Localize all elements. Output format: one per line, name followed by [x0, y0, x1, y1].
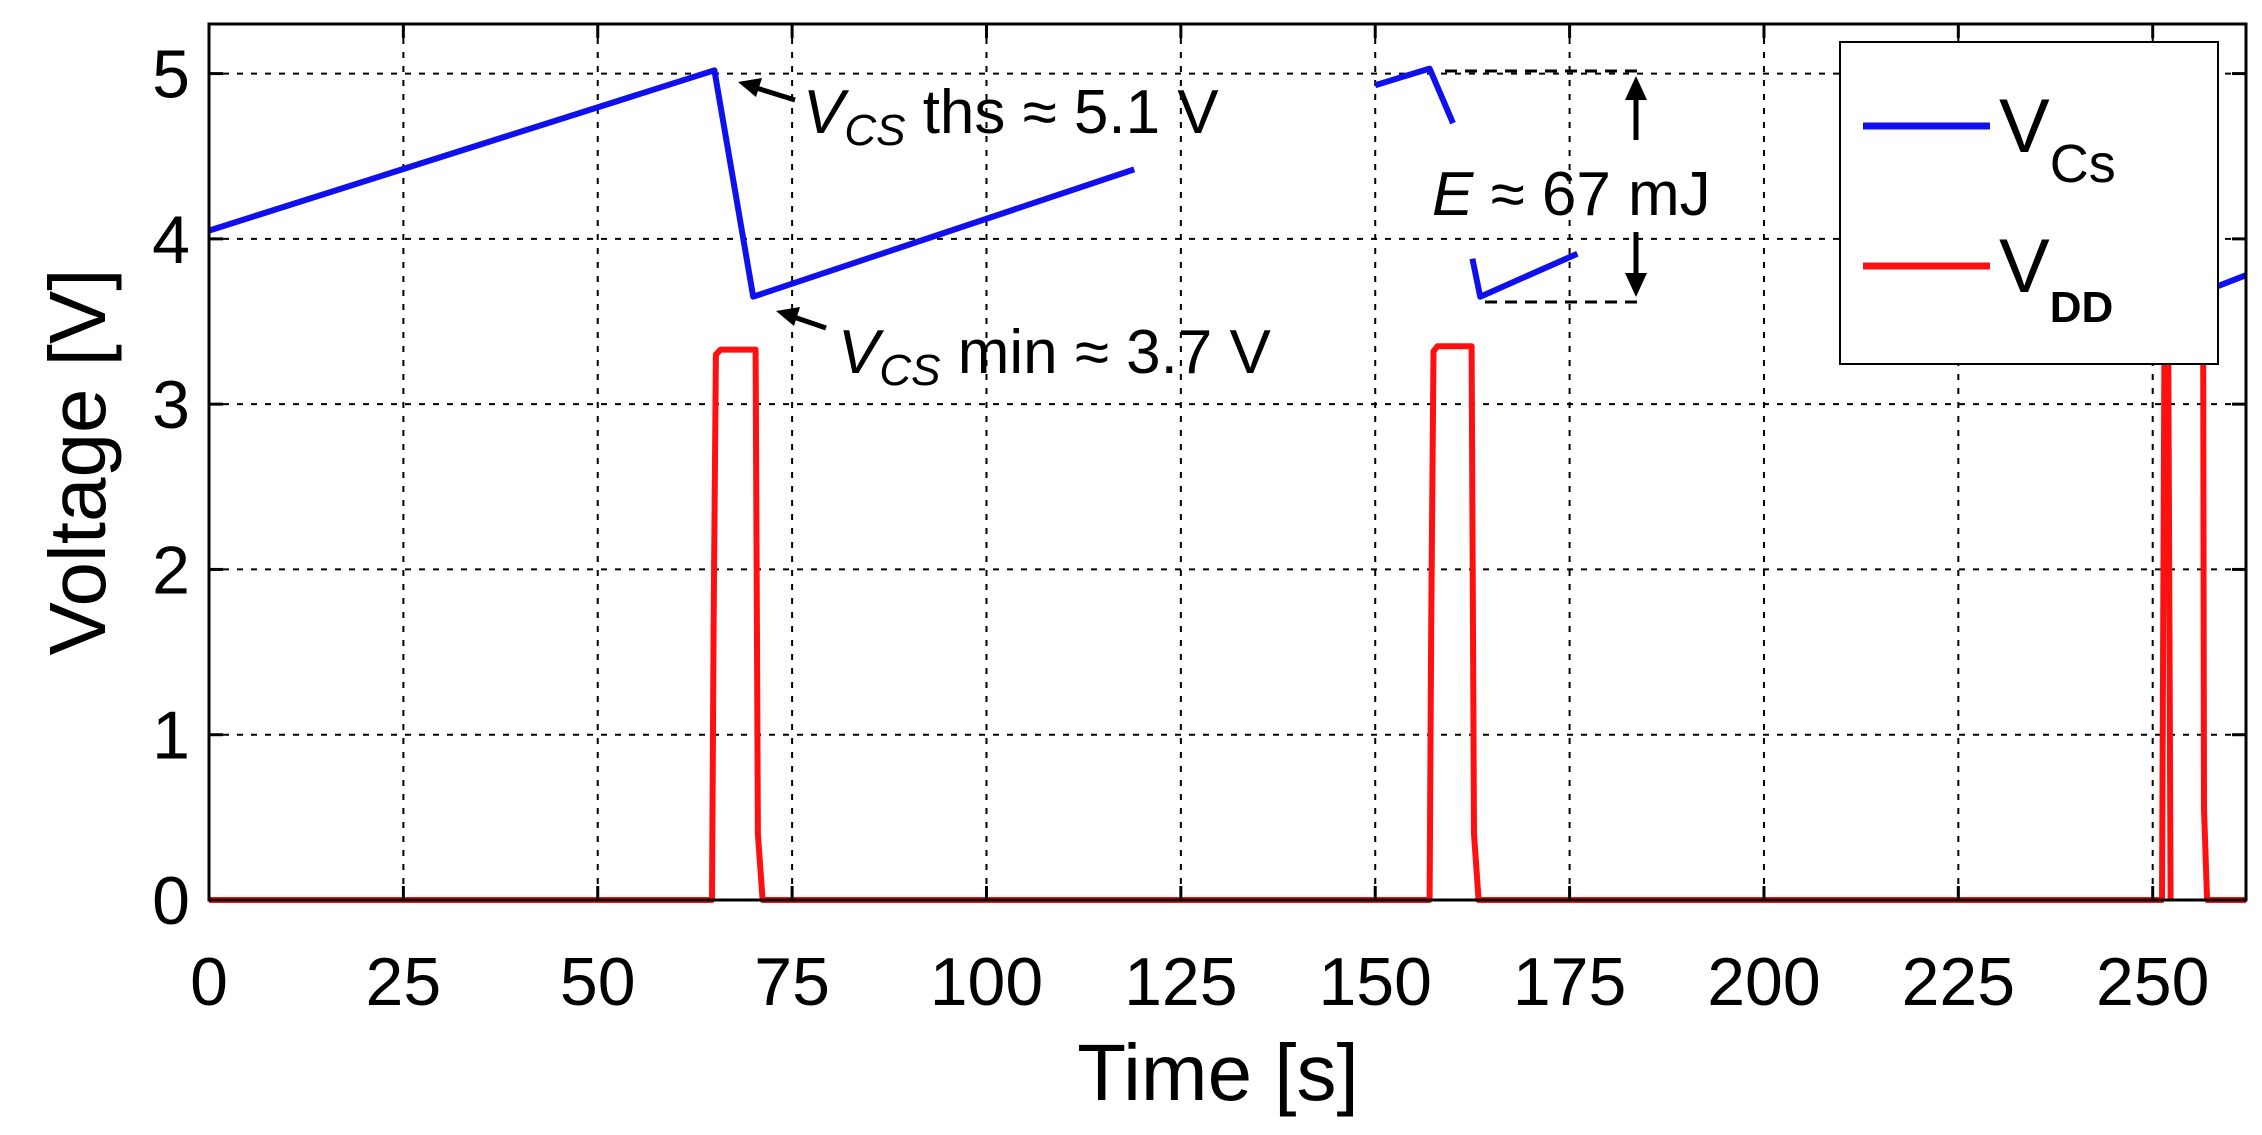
legend-subscript-vdd: DD — [2050, 283, 2114, 332]
tick-marks — [207, 24, 2246, 902]
annotation-arrowhead-min — [776, 307, 800, 326]
annotation-text-energy: E ≈ 67 mJ — [1432, 160, 1711, 229]
series-vdd-segment — [209, 343, 2174, 903]
series-vcs-segment — [208, 67, 1136, 300]
x-tick-label: 100 — [930, 944, 1043, 1020]
legend-subscript-vcs: Cs — [2050, 134, 2116, 194]
x-tick-label: 0 — [190, 944, 228, 1020]
x-tick-label: 175 — [1513, 944, 1626, 1020]
annotation-value-energy: ≈ 67 mJ — [1473, 160, 1710, 229]
y-tick-label: 5 — [152, 37, 190, 113]
annotation-vcs-ths: VCS ths ≈ 5.1 V — [738, 78, 1219, 155]
x-axis-title: Time [s] — [1077, 1028, 1358, 1117]
annotation-symbol-ths: V — [803, 78, 850, 147]
legend-name-vcs: V — [1999, 84, 2050, 169]
annotation-arrowhead-ths — [738, 78, 762, 97]
x-tick-label: 200 — [1707, 944, 1820, 1020]
y-tick-label: 1 — [152, 698, 190, 774]
annotation-symbol-min: V — [838, 318, 885, 387]
x-tick-label: 25 — [366, 944, 442, 1020]
plot-frame — [207, 22, 2248, 902]
legend-label-vdd: VDD — [1999, 224, 2113, 332]
tick-labels: 0 25 50 75 100 125 150 175 200 225 250 0 1 2 3 4 5 — [152, 37, 2209, 1020]
annotation-subscript-min: CS — [879, 346, 940, 395]
series-vcs-segment — [1469, 250, 1579, 300]
legend-box — [1839, 41, 2219, 365]
annotation-vcs-min: VCS min ≈ 3.7 V — [776, 307, 1272, 395]
annotation-text-ths: VCS ths ≈ 5.1 V — [803, 78, 1219, 155]
y-tick-label: 4 — [152, 202, 190, 278]
x-tick-label: 50 — [560, 944, 636, 1020]
y-tick-label: 0 — [152, 863, 190, 939]
legend-label-vcs: VCs — [1999, 84, 2116, 194]
energy-arrowhead-up — [1625, 76, 1647, 100]
x-tick-label: 150 — [1318, 944, 1431, 1020]
annotation-value-min: min ≈ 3.7 V — [940, 318, 1271, 387]
annotation-subscript-ths: CS — [844, 106, 905, 155]
series-vdd — [209, 343, 2246, 903]
legend: VCs VDD — [1839, 41, 2219, 365]
x-tick-label: 250 — [2096, 944, 2209, 1020]
annotation-value-ths: ths ≈ 5.1 V — [905, 78, 1219, 147]
legend-name-vdd: V — [1999, 224, 2050, 309]
y-tick-label: 3 — [152, 367, 190, 443]
x-tick-label: 225 — [1902, 944, 2015, 1020]
annotation-text-min: VCS min ≈ 3.7 V — [838, 318, 1272, 395]
series-vdd-segment — [2200, 354, 2246, 903]
x-tick-label: 125 — [1124, 944, 1237, 1020]
x-tick-label: 75 — [754, 944, 830, 1020]
annotation-energy: E ≈ 67 mJ — [1432, 69, 1711, 304]
y-axis-title: Voltage [V] — [33, 269, 122, 656]
series-vcs-segment — [1374, 65, 1456, 125]
y-tick-label: 2 — [152, 532, 190, 608]
annotation-symbol-energy: E — [1432, 160, 1474, 229]
energy-arrowhead-down — [1625, 273, 1647, 297]
